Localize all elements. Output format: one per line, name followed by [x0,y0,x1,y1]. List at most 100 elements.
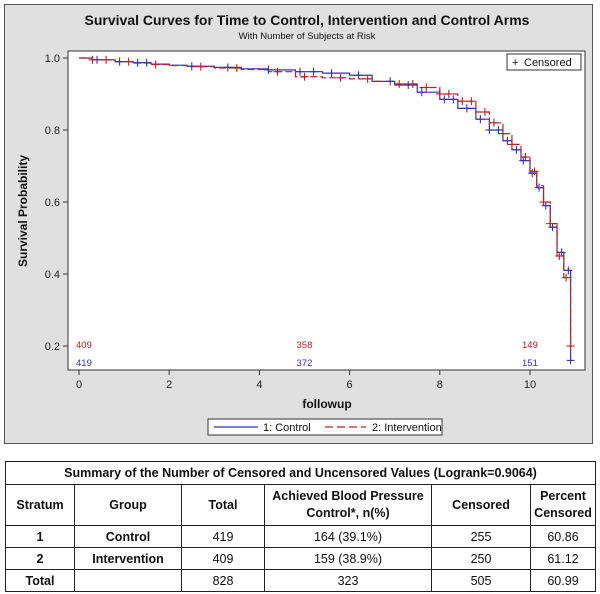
control-censor-mark [564,266,573,275]
cell-total: 409 [181,547,265,570]
x-tick-label: 10 [524,379,536,391]
intervention-censor-mark [530,167,539,176]
table-header-row: Stratum Group Total Achieved Blood Press… [5,484,596,526]
y-axis: 0.2 0.4 0.6 0.8 1.0 [45,53,68,353]
cell-group: Control [74,525,182,548]
control-censor-mark [223,63,232,72]
cell-total: 828 [181,569,265,592]
at-risk-intervention: 149 [522,340,538,351]
control-censor-mark [142,58,151,67]
censored-legend: + Censored [506,53,582,71]
cell-percent-censored: 60.86 [530,525,596,548]
intervention-censor-mark [151,60,160,69]
cell-group [74,569,182,592]
intervention-censor-mark [363,74,372,83]
x-axis: 0 2 4 6 8 10 [76,370,536,391]
control-censor-mark [354,71,363,80]
intervention-censor-mark [435,90,444,98]
intervention-censor-mark [498,129,507,138]
chart-title: Survival Curves for Time to Control, Int… [85,12,530,28]
table-row-total: Total 828 323 505 60.99 [5,569,596,592]
intervention-censor-mark [88,55,97,64]
at-risk-intervention: 409 [76,340,92,351]
intervention-censor-mark [467,97,476,106]
control-censor-mark [327,69,336,78]
chart-subtitle: With Number of Subjects at Risk [239,31,376,42]
control-censor-mark [494,126,503,134]
control-censor-mark [476,115,485,124]
control-censor-mark [404,81,413,89]
intervention-censor-mark [395,79,404,88]
x-tick-label: 6 [347,379,353,391]
cell-bp-control: 159 (38.9%) [264,547,432,570]
intervention-censor-mark [489,118,498,127]
control-censor-mark [449,95,458,104]
x-tick-label: 8 [437,379,443,391]
header-percent-censored: Percent Censored [530,484,596,526]
header-censored: Censored [431,484,531,526]
x-tick-label: 0 [76,379,82,391]
control-censor-mark [485,126,494,134]
censor-marks-layer [88,55,575,365]
header-total: Total [181,484,265,526]
control-censor-mark [295,67,304,76]
legend-label-control: 1: Control [263,422,311,434]
plot-area [67,50,586,371]
x-tick-label: 2 [166,379,172,391]
intervention-censor-mark [444,90,453,98]
at-risk-control: 372 [297,358,313,369]
at-risk-control: 419 [76,358,92,369]
censored-legend-label: Censored [524,57,572,69]
y-tick-label: 0.6 [45,197,60,209]
intervention-censor-mark [124,57,133,66]
y-tick-label: 0.4 [45,269,60,281]
header-bp-control: Achieved Blood Pressure Control*, n(%) [264,484,432,526]
control-censor-mark [133,58,142,67]
intervention-censor-mark [562,273,571,282]
summary-table: Summary of the Number of Censored and Un… [5,461,596,592]
cell-bp-control: 164 (39.1%) [264,525,432,548]
intervention-censor-mark [539,198,548,206]
intervention-censor-mark [300,72,309,81]
cell-total: 419 [181,525,265,548]
control-censor-mark [264,65,273,74]
header-stratum: Stratum [5,484,75,526]
control-censor-mark [535,183,544,192]
y-tick-label: 0.8 [45,125,60,137]
series-legend: 1: Control 2: Intervention [207,418,443,436]
intervention-censor-mark [336,73,345,82]
curves-layer [79,57,572,361]
intervention-censor-mark [480,108,489,116]
control-censor-mark [440,95,449,104]
at-risk-intervention: 358 [297,340,313,351]
control-censor-mark [386,77,395,86]
y-tick-label: 1.0 [45,53,60,65]
intervention-censor-mark [555,252,564,260]
censored-legend-plus-icon: + [512,57,518,69]
y-tick-label: 0.2 [45,341,60,353]
control-censor-mark [566,356,575,365]
table-row: 1 Control 419 164 (39.1%) 255 60.86 [5,525,596,548]
intervention-censor-mark [273,67,282,76]
intervention-censor-mark [102,55,111,64]
x-tick-label: 4 [256,379,262,391]
intervention-censor-mark [408,79,417,88]
at-risk-layer: 409 419 358 372 149 151 [76,340,538,369]
intervention-censor-mark [196,62,205,71]
control-censor-mark [417,88,426,97]
cell-percent-censored: 60.99 [530,569,596,592]
cell-percent-censored: 61.12 [530,547,596,570]
cell-censored: 255 [431,525,531,548]
intervention-curve [79,57,572,346]
legend-label-intervention: 2: Intervention [372,422,442,434]
control-censor-mark [115,57,124,66]
intervention-censor-mark [566,342,575,350]
cell-censored: 505 [431,569,531,592]
intervention-censor-mark [422,83,431,92]
table-caption-row: Summary of the Number of Censored and Un… [5,461,596,485]
intervention-censor-mark [546,219,555,228]
survival-figure: Survival Curves for Time to Control, Int… [4,4,593,444]
cell-stratum: Total [5,569,75,592]
control-censor-mark [187,62,196,71]
cell-stratum: 2 [5,547,75,570]
